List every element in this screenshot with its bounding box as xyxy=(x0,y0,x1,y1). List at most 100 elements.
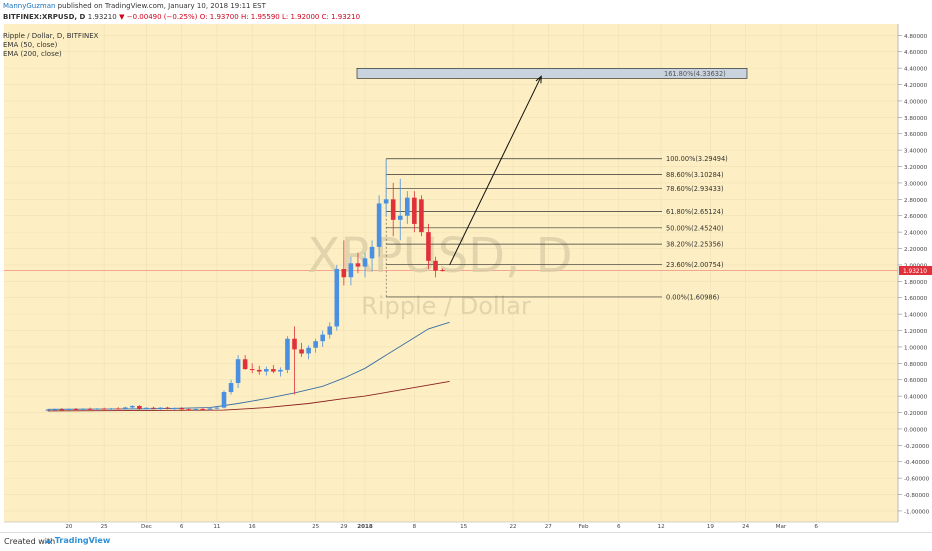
candle-down xyxy=(73,408,79,411)
candle-body xyxy=(390,199,396,220)
current-price-label: 1.93210 xyxy=(903,269,927,275)
ema200-line xyxy=(47,380,450,412)
arrow-head-icon xyxy=(535,75,542,84)
price-tick-label: 4.40000 xyxy=(904,67,928,73)
price-tick-label: -0.20000 xyxy=(904,444,930,450)
ohlc-values: O: 1.93700 H: 1.95590 L: 1.92000 C: 1.93… xyxy=(199,13,361,21)
time-axis[interactable]: 20 25 Dec 6 11 16 25 29 2018 8 15 22 27 Feb 6 12 19 24 Mar… xyxy=(4,521,898,530)
candle-up xyxy=(228,379,234,395)
candle-body xyxy=(271,369,276,372)
price-tick-label: 0.80000 xyxy=(904,362,928,368)
candle-up xyxy=(320,330,325,347)
candle-up xyxy=(52,408,58,411)
candle-up xyxy=(313,338,318,353)
candle-up xyxy=(327,322,333,339)
watermark-name: Ripple / Dollar xyxy=(361,292,531,320)
symbol-label: BITFINEX:XRPUSD, D xyxy=(3,13,86,21)
time-tick-label: 2018 xyxy=(357,524,373,530)
time-tick-label: 16 xyxy=(249,524,257,530)
legend-ema200[interactable]: EMA (200, close) xyxy=(3,50,62,58)
price-change: ▼ −0.00490 (−0.25%) xyxy=(119,13,198,21)
price-tick-label: 0.60000 xyxy=(904,378,928,384)
ema-lines xyxy=(47,321,450,412)
publisher-name[interactable]: MannyGuzman xyxy=(3,2,56,10)
candle-up xyxy=(405,191,410,224)
candle-body xyxy=(440,270,445,272)
price-tick-label: 2.40000 xyxy=(904,231,928,237)
candle-up xyxy=(334,264,340,331)
price-tick-label: -1.00000 xyxy=(904,509,930,515)
candle-body xyxy=(348,263,354,278)
fib-level-label: 23.60%(2.00754) xyxy=(666,261,724,269)
candle-down xyxy=(292,326,297,395)
candle-up xyxy=(207,407,213,411)
candle-down xyxy=(165,406,170,410)
time-tick-label: 27 xyxy=(545,524,553,530)
time-tick-label: 19 xyxy=(707,524,715,530)
price-tick-label: 0.00000 xyxy=(904,427,928,433)
candle-body xyxy=(292,338,297,350)
candle-down xyxy=(115,407,121,410)
time-tick-label: 8 xyxy=(413,524,417,530)
tradingview-logo[interactable]: ☁ TradingView xyxy=(44,536,110,545)
candle-up xyxy=(235,355,241,388)
candle-body xyxy=(362,258,368,267)
candle-up xyxy=(348,256,354,286)
price-axis[interactable]: 4.80000 4.60000 4.40000 4.20000 4.00000 3.800… xyxy=(897,24,932,522)
candle-up xyxy=(158,407,163,410)
candle-body xyxy=(278,369,283,372)
candle-up xyxy=(108,407,114,411)
price-tick-label: 0.20000 xyxy=(904,411,928,417)
candle-body xyxy=(383,199,389,204)
legend-title: Ripple / Dollar, D, BITFINEX xyxy=(3,32,99,40)
candle-down xyxy=(137,405,142,411)
candle-up xyxy=(214,406,220,410)
candle-down xyxy=(151,406,156,410)
time-tick-label: 24 xyxy=(742,524,750,530)
footer: Created with ☁ TradingView xyxy=(0,532,932,551)
candle-body xyxy=(235,359,241,384)
candle-body xyxy=(59,409,65,411)
candle-body xyxy=(376,203,382,247)
candle-up xyxy=(123,406,128,410)
candle-body xyxy=(193,409,199,411)
price-tick-label: 4.60000 xyxy=(904,50,928,56)
symbol-info: BITFINEX:XRPUSD, D 1.93210 ▼ −0.00490 (−… xyxy=(3,13,360,21)
candle-down xyxy=(200,407,206,411)
candle-up xyxy=(193,408,199,411)
brand-name: TradingView xyxy=(54,536,111,545)
candle-body xyxy=(52,409,58,411)
candle-up xyxy=(278,367,283,377)
candle-up xyxy=(383,159,389,216)
price-tick-label: 1.60000 xyxy=(904,296,928,302)
candle-down xyxy=(355,252,361,274)
candle-up xyxy=(45,408,51,411)
candle-body xyxy=(151,407,156,409)
grid xyxy=(4,24,898,522)
candle-down xyxy=(271,364,276,374)
candle-body xyxy=(313,341,318,348)
legend-ema50[interactable]: EMA (50, close) xyxy=(3,41,58,49)
candle-body xyxy=(341,269,347,278)
candle-body xyxy=(214,407,220,409)
candle-up xyxy=(397,178,403,241)
time-tick-label: 15 xyxy=(460,524,468,530)
fibonacci-retracement[interactable]: 100.00%(3.29494) 88.60%(3.10284) 78.60%(2.… xyxy=(385,155,728,301)
price-tick-label: 2.80000 xyxy=(904,198,928,204)
candle-down xyxy=(419,195,424,237)
candle-body xyxy=(285,338,290,370)
candle-body xyxy=(397,215,403,220)
price-tick-label: 1.80000 xyxy=(904,280,928,286)
time-tick-label: Dec xyxy=(141,524,152,530)
created-with-text: Created with xyxy=(4,537,56,546)
candle-down xyxy=(433,256,438,278)
candle-down xyxy=(412,191,417,233)
candle-body xyxy=(179,408,184,410)
fib-level-label: 38.20%(2.25356) xyxy=(666,241,724,249)
annotations[interactable]: 161.80%(4.33632) xyxy=(356,68,748,266)
candle-body xyxy=(186,409,192,411)
candle-up xyxy=(172,407,177,410)
candle-body xyxy=(221,392,227,408)
candle-body xyxy=(137,405,142,409)
